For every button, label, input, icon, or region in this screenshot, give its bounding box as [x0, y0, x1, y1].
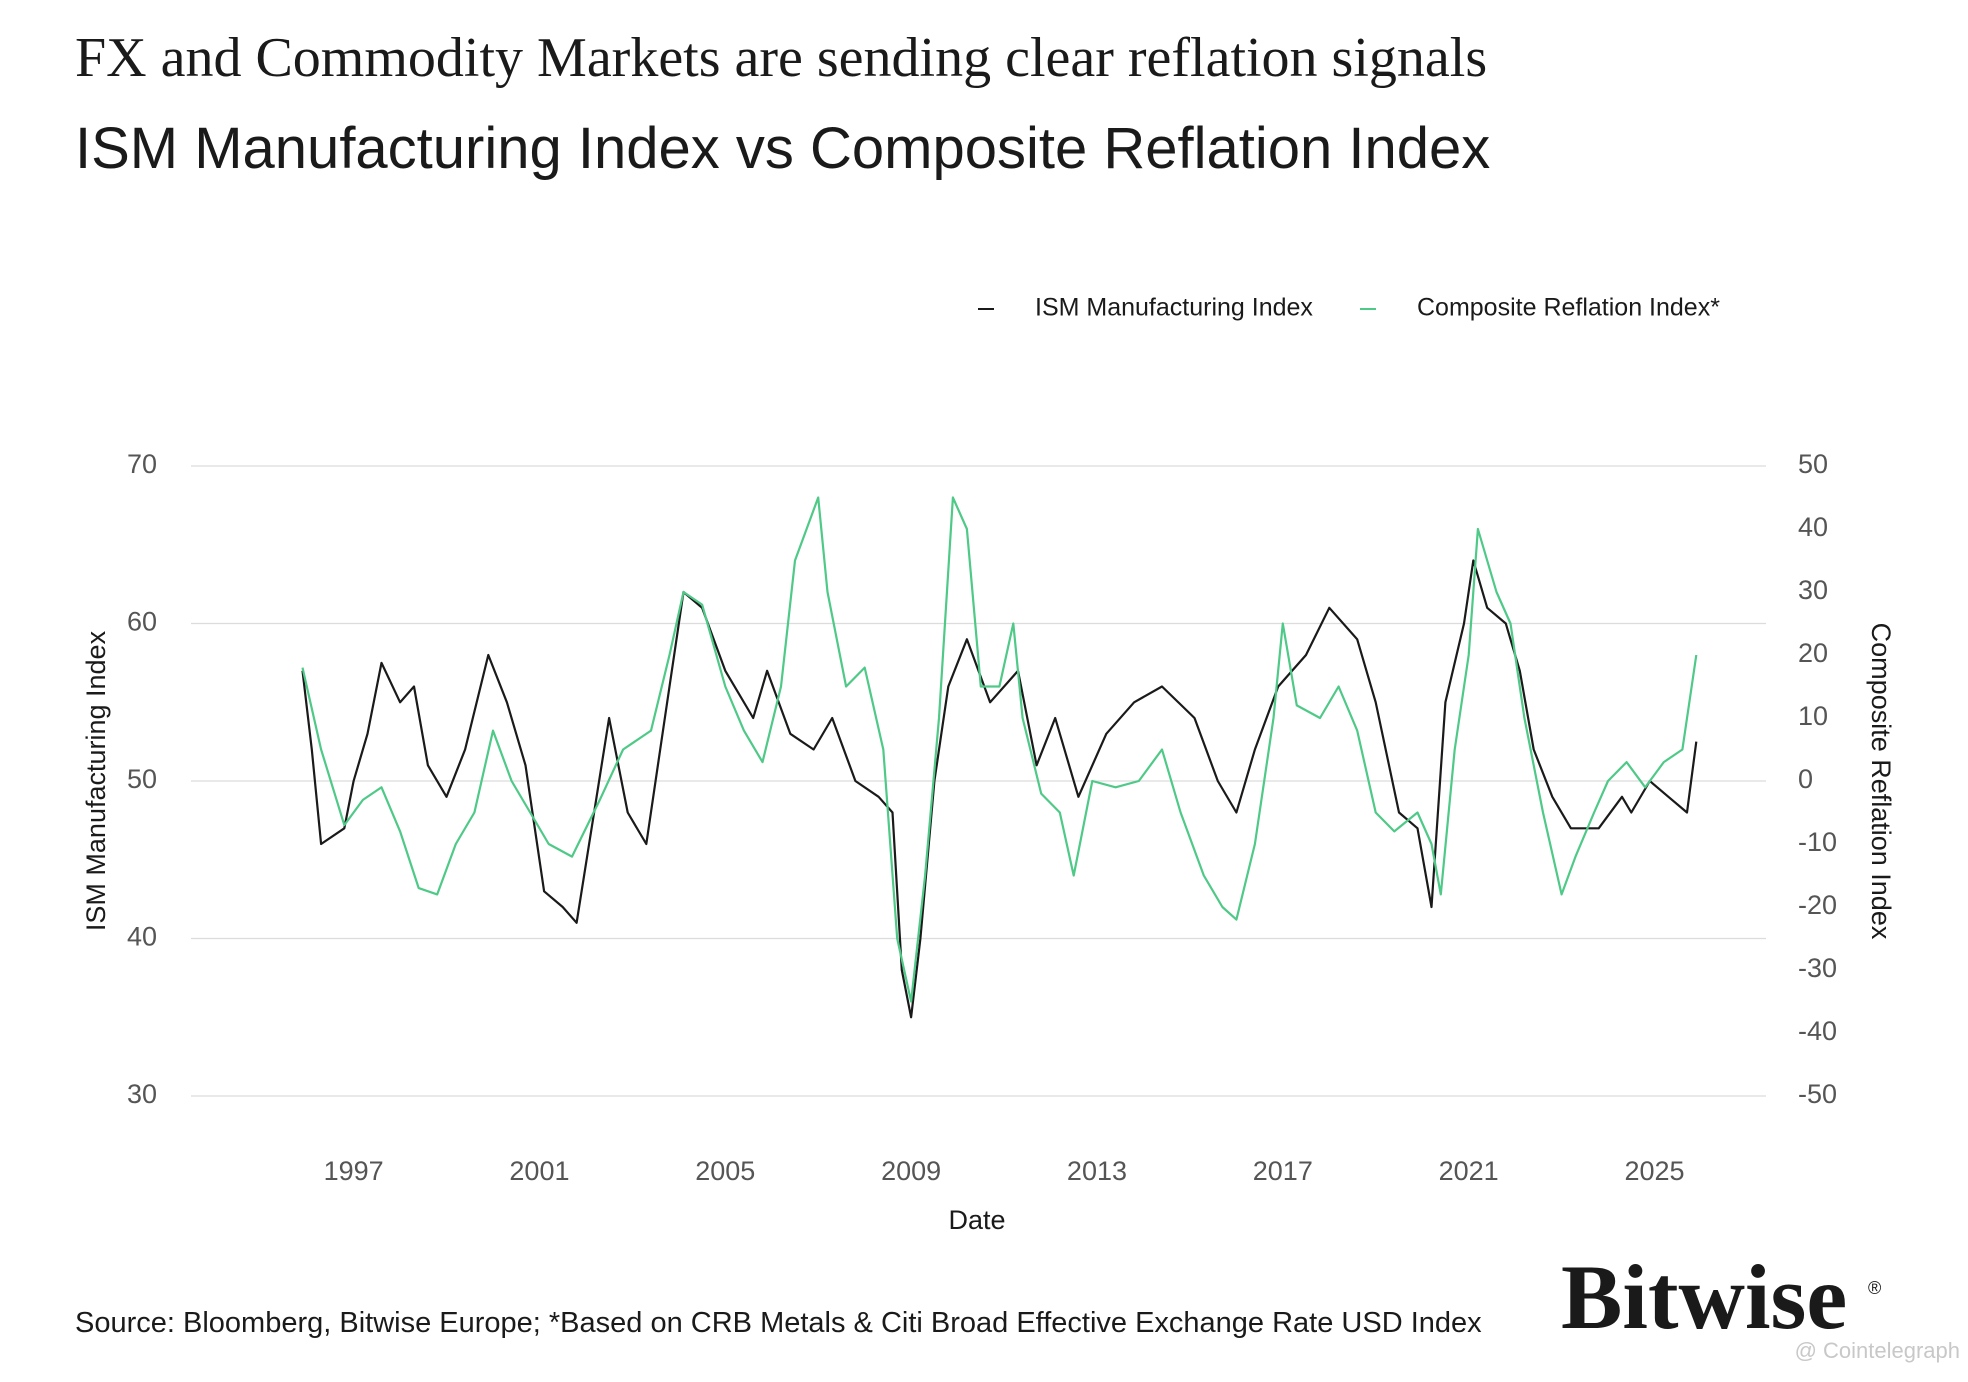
y-axis-title: ISM Manufacturing Index	[81, 630, 111, 931]
chart-subtitle: ISM Manufacturing Index vs Composite Ref…	[75, 116, 1490, 181]
source-note: Source: Bloomberg, Bitwise Europe; *Base…	[75, 1307, 1482, 1339]
y-tick-label: 30	[127, 1079, 157, 1109]
x-tick-label: 2001	[509, 1156, 569, 1186]
y2-tick-label: 0	[1798, 764, 1813, 794]
watermark: @ Cointelegraph	[1795, 1338, 1960, 1363]
legend-label: Composite Reflation Index*	[1417, 294, 1720, 322]
x-tick-label: 2017	[1253, 1156, 1313, 1186]
y-tick-label: 60	[127, 607, 157, 637]
x-tick-label: 2013	[1067, 1156, 1127, 1186]
y2-tick-label: -30	[1798, 953, 1837, 983]
y-tick-label: 40	[127, 922, 157, 952]
y2-tick-label: 10	[1798, 701, 1828, 731]
x-tick-label: 2009	[881, 1156, 941, 1186]
x-tick-label: 2025	[1624, 1156, 1684, 1186]
y-tick-label: 70	[127, 449, 157, 479]
y2-tick-label: 30	[1798, 575, 1828, 605]
series-line	[301, 496, 1698, 1003]
chart-title: FX and Commodity Markets are sending cle…	[75, 27, 1487, 89]
logo-mark: ®	[1868, 1278, 1881, 1298]
x-tick-label: 2021	[1439, 1156, 1499, 1186]
y2-axis-title: Composite Reflation Index	[1866, 623, 1896, 940]
x-axis-title: Date	[948, 1205, 1005, 1235]
y2-tick-label: -20	[1798, 890, 1837, 920]
series-line	[301, 559, 1698, 1019]
x-tick-label: 1997	[324, 1156, 384, 1186]
y2-tick-label: 40	[1798, 512, 1828, 542]
y2-tick-label: -40	[1798, 1016, 1837, 1046]
y2-tick-label: 50	[1798, 449, 1828, 479]
y-tick-label: 50	[127, 764, 157, 794]
y2-tick-label: -10	[1798, 827, 1837, 857]
x-tick-label: 2005	[695, 1156, 755, 1186]
y2-tick-label: -50	[1798, 1079, 1837, 1109]
legend-label: ISM Manufacturing Index	[1035, 294, 1313, 322]
logo: Bitwise	[1561, 1246, 1847, 1348]
y2-tick-label: 20	[1798, 638, 1828, 668]
